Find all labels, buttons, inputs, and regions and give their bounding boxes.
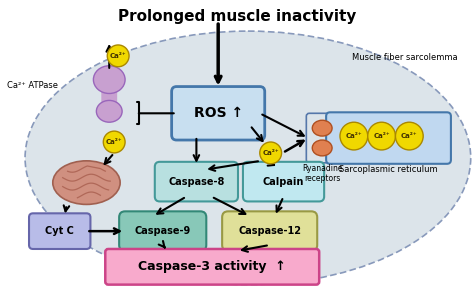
Text: Ca²⁺: Ca²⁺	[374, 133, 390, 139]
FancyBboxPatch shape	[243, 162, 324, 201]
Text: Ca²⁺: Ca²⁺	[106, 139, 122, 145]
Text: Prolonged muscle inactivity: Prolonged muscle inactivity	[118, 9, 356, 24]
FancyBboxPatch shape	[29, 213, 91, 249]
Circle shape	[395, 122, 423, 150]
Text: Ca²⁺: Ca²⁺	[401, 133, 418, 139]
Text: Ca²⁺: Ca²⁺	[110, 53, 127, 59]
Text: ROS ↑: ROS ↑	[193, 106, 243, 120]
Text: Calpain: Calpain	[263, 177, 304, 187]
Text: Caspase-9: Caspase-9	[135, 226, 191, 236]
FancyBboxPatch shape	[119, 211, 206, 251]
Text: Ca²⁺: Ca²⁺	[263, 150, 279, 156]
Text: Ca²⁺: Ca²⁺	[346, 133, 362, 139]
Ellipse shape	[312, 120, 332, 136]
Ellipse shape	[93, 66, 125, 94]
Circle shape	[260, 142, 282, 164]
FancyBboxPatch shape	[326, 112, 451, 164]
Text: Sarcoplasmic reticulum: Sarcoplasmic reticulum	[339, 165, 438, 174]
Ellipse shape	[25, 31, 471, 285]
Ellipse shape	[96, 101, 122, 122]
Text: Ca²⁺ ATPase: Ca²⁺ ATPase	[7, 81, 58, 90]
Text: Ryanadine
receptors: Ryanadine receptors	[302, 164, 342, 183]
FancyBboxPatch shape	[222, 211, 317, 251]
Circle shape	[107, 45, 129, 67]
Text: Caspase-12: Caspase-12	[238, 226, 301, 236]
FancyBboxPatch shape	[101, 90, 117, 110]
Text: Caspase-8: Caspase-8	[168, 177, 225, 187]
Text: Muscle fiber sarcolemma: Muscle fiber sarcolemma	[352, 53, 458, 62]
FancyBboxPatch shape	[105, 249, 319, 285]
Ellipse shape	[53, 161, 120, 204]
Circle shape	[340, 122, 368, 150]
Ellipse shape	[312, 140, 332, 156]
FancyBboxPatch shape	[155, 162, 238, 201]
Circle shape	[368, 122, 395, 150]
FancyBboxPatch shape	[172, 87, 265, 140]
Text: Caspase-3 activity  ↑: Caspase-3 activity ↑	[138, 260, 286, 273]
Text: Cyt C: Cyt C	[46, 226, 74, 236]
Circle shape	[103, 131, 125, 153]
